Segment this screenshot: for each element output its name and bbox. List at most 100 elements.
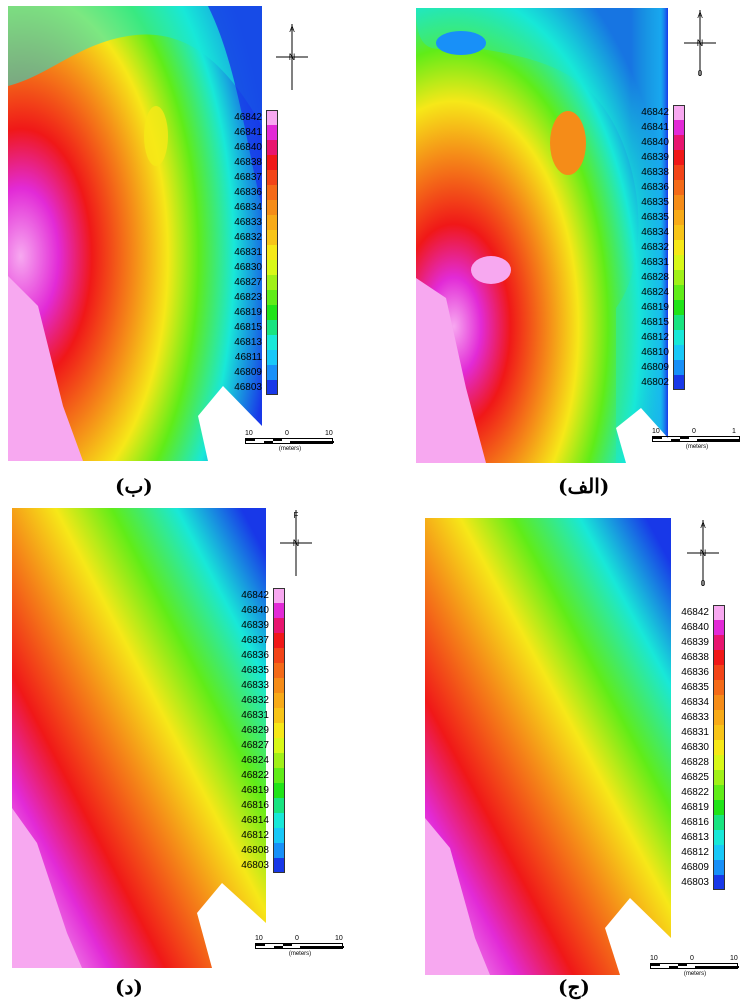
legend-entry: 46839 [655, 635, 735, 650]
legend-value: 46816 [241, 800, 269, 811]
legend-swatch [273, 708, 285, 723]
legend-entry: 46808 [215, 843, 295, 858]
scale-right-label: 10 [325, 430, 333, 437]
scale-segment [697, 439, 740, 441]
legend-swatch [266, 200, 278, 215]
legend-value: 46809 [234, 367, 262, 378]
scale-segment [256, 944, 265, 946]
legend-entry: 46835 [215, 663, 295, 678]
legend-entry: 46832 [208, 230, 288, 245]
legend-entry: 46842 [615, 105, 695, 120]
legend-swatch [673, 195, 685, 210]
scale-segment [653, 437, 662, 439]
legend-value: 46809 [641, 362, 669, 373]
scale-segment [695, 966, 739, 968]
legend-entry: 46842 [208, 110, 288, 125]
legend-entry: 46838 [208, 155, 288, 170]
scale-segment [651, 964, 660, 966]
legend-entry: 46824 [615, 285, 695, 300]
legend-entry: 46836 [208, 185, 288, 200]
legend-value: 46840 [681, 622, 709, 633]
legend-entry: 46842 [655, 605, 735, 620]
legend-value: 46803 [241, 860, 269, 871]
legend-swatch [713, 875, 725, 890]
scale-unit-label: (meters) [685, 444, 709, 450]
legend-value: 46816 [681, 817, 709, 828]
legend-entry: 46812 [615, 330, 695, 345]
legend-value: 46815 [641, 317, 669, 328]
legend-swatch [673, 120, 685, 135]
legend-swatch [673, 150, 685, 165]
legend-entry: 46832 [215, 693, 295, 708]
legend-swatch [713, 680, 725, 695]
legend-swatch [266, 140, 278, 155]
legend-entry: 46828 [615, 270, 695, 285]
scale-track [245, 438, 334, 444]
legend-value: 46842 [234, 112, 262, 123]
scale-right-label: 10 [335, 935, 343, 942]
legend-value: 46824 [641, 287, 669, 298]
north-arrow-alef-mid: N [697, 38, 704, 48]
contour-map-jim [425, 518, 671, 975]
legend-swatch [273, 663, 285, 678]
legend-value: 46834 [641, 227, 669, 238]
legend-swatch [673, 135, 685, 150]
legend-value: 46836 [641, 182, 669, 193]
legend-value: 46838 [234, 157, 262, 168]
legend-swatch [673, 360, 685, 375]
legend-value: 46811 [234, 352, 262, 363]
north-arrow-alef-top: A [697, 11, 703, 20]
north-arrow-be-bottom: I [291, 83, 293, 92]
legend-value: 46836 [241, 650, 269, 661]
contour-map-jim-graphic [425, 518, 671, 975]
legend-entry: 46836 [655, 665, 735, 680]
legend-entry: 46815 [615, 315, 695, 330]
legend-swatch [273, 738, 285, 753]
legend-entry: 46816 [655, 815, 735, 830]
legend-value: 46831 [641, 257, 669, 268]
legend-swatch [713, 635, 725, 650]
caption-be: (ب) [115, 474, 153, 498]
legend-entry: 46833 [215, 678, 295, 693]
legend-value: 46819 [234, 307, 262, 318]
caption-dal: (د) [115, 975, 143, 999]
legend-entry: 46838 [615, 165, 695, 180]
scale-left-label: 10 [255, 935, 263, 942]
legend-value: 46823 [234, 292, 262, 303]
legend-entry: 46841 [615, 120, 695, 135]
legend-value: 46833 [681, 712, 709, 723]
legend-swatch [266, 320, 278, 335]
legend-value: 46822 [681, 787, 709, 798]
legend-swatch [673, 240, 685, 255]
legend-entry: 46827 [208, 275, 288, 290]
scale-bar-jim: 10 0 10 (meters) [650, 955, 740, 985]
legend-value: 46822 [241, 770, 269, 781]
scale-segment [671, 439, 680, 441]
legend-value: 46824 [241, 755, 269, 766]
legend-entry: 46832 [615, 240, 695, 255]
scale-bar-alef: 10 0 1 (meters) [652, 428, 740, 458]
legend-value: 46834 [681, 697, 709, 708]
north-arrow-be: A N I [276, 24, 308, 92]
legend-value: 46833 [241, 680, 269, 691]
legend-value: 46803 [234, 382, 262, 393]
legend-entry: 46823 [208, 290, 288, 305]
legend-entry: 46831 [655, 725, 735, 740]
legend-swatch [713, 830, 725, 845]
legend-entry: 46830 [655, 740, 735, 755]
contour-map-dal [12, 508, 266, 968]
legend-alef: 46842 46841 46840 46839 46838 46836 46835 46835… [615, 105, 695, 390]
legend-value: 46832 [241, 695, 269, 706]
legend-entry: 46836 [215, 648, 295, 663]
legend-entry: 46839 [215, 618, 295, 633]
north-arrow-alef: A N 0 [684, 10, 716, 78]
legend-entry: 46812 [215, 828, 295, 843]
legend-entry: 46803 [215, 858, 295, 873]
legend-swatch [273, 813, 285, 828]
legend-value: 46837 [241, 635, 269, 646]
legend-swatch [713, 755, 725, 770]
scale-segment [273, 439, 282, 441]
legend-entry: 46802 [615, 375, 695, 390]
legend-entry: 46838 [655, 650, 735, 665]
legend-value: 46839 [241, 620, 269, 631]
